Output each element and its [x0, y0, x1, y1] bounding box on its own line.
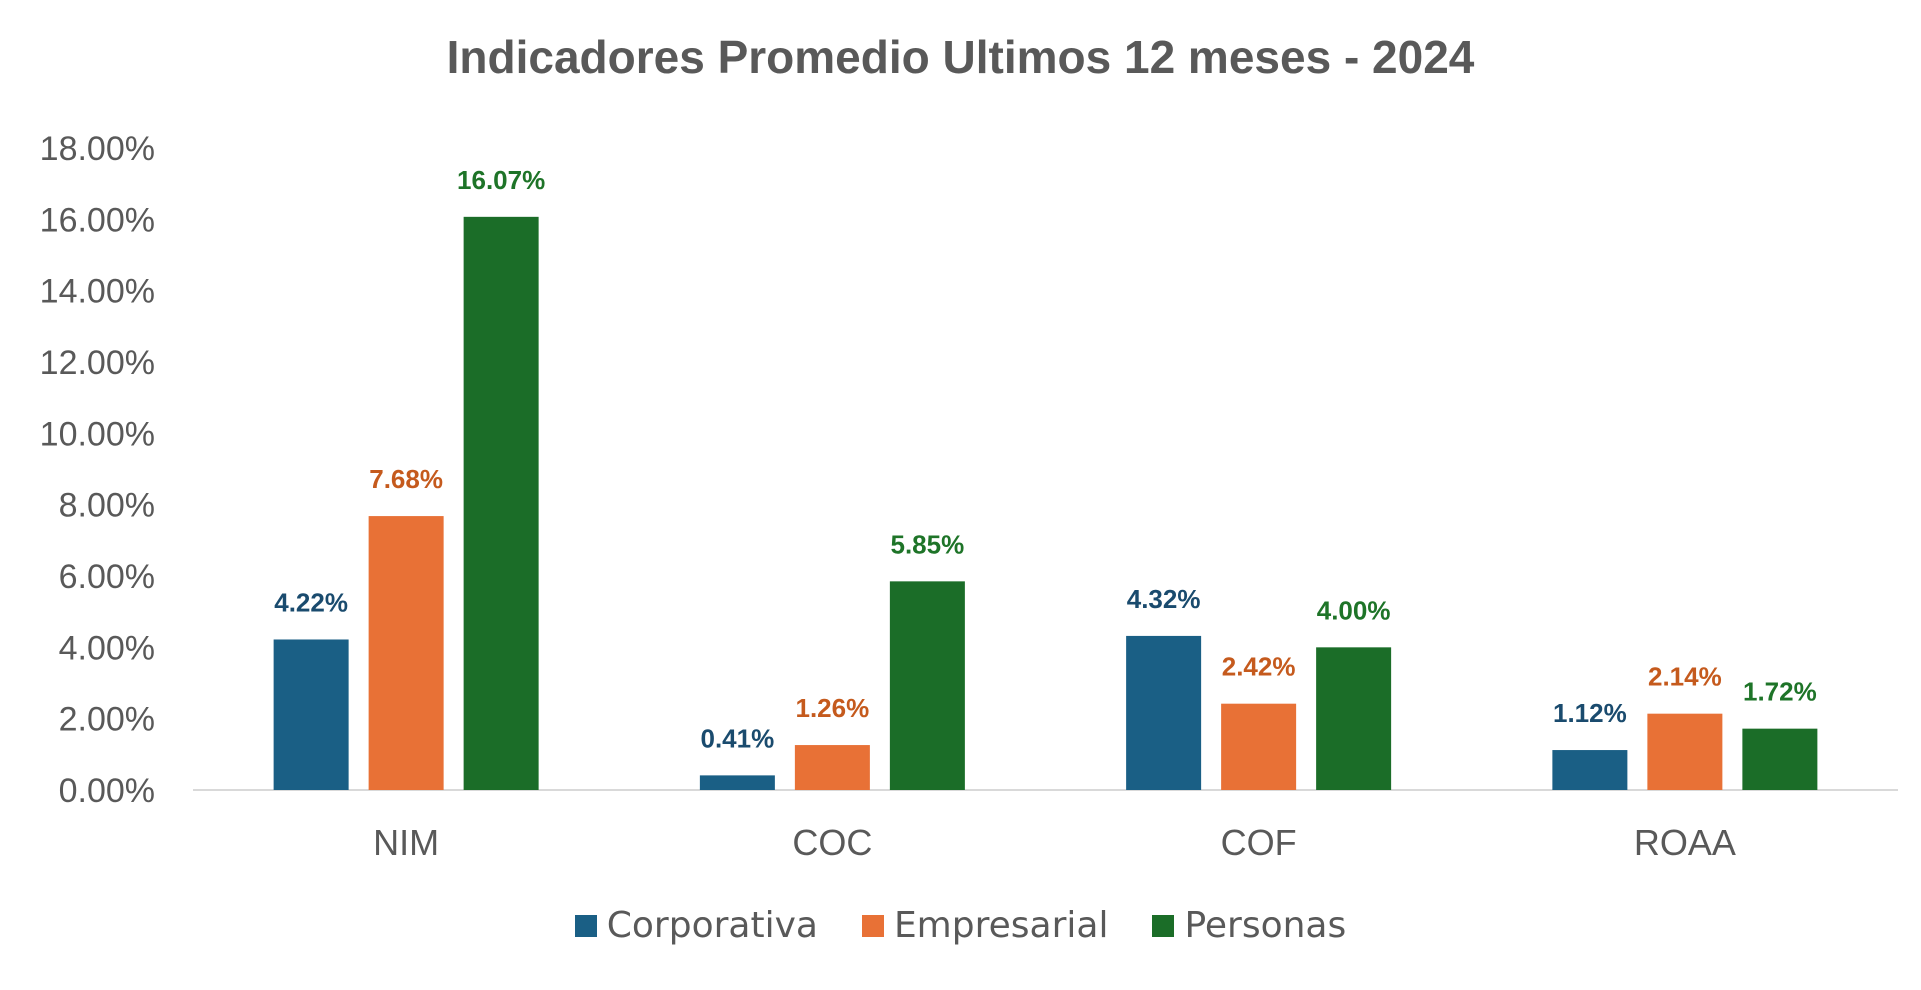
data-label: 1.12% [1553, 698, 1627, 728]
data-label: 2.14% [1648, 662, 1722, 692]
y-tick-label: 4.00% [59, 629, 155, 667]
bar [1126, 635, 1202, 790]
y-tick-label: 16.00% [40, 201, 155, 239]
bar [889, 581, 965, 790]
data-label: 1.72% [1743, 677, 1817, 707]
y-tick-label: 14.00% [40, 273, 155, 311]
y-tick-label: 8.00% [59, 487, 155, 525]
data-label: 4.32% [1127, 584, 1201, 614]
y-tick-label: 0.00% [59, 772, 155, 810]
bar [1221, 703, 1297, 790]
legend-swatch [574, 914, 597, 937]
data-label: 1.26% [796, 693, 870, 723]
bar [1316, 647, 1392, 790]
data-label: 16.07% [457, 165, 545, 195]
legend-swatch [861, 914, 884, 937]
x-tick-label: NIM [373, 822, 439, 863]
x-tick-label: COC [792, 822, 872, 863]
chart-title: Indicadores Promedio Ultimos 12 meses - … [446, 31, 1475, 83]
y-tick-label: 12.00% [40, 344, 155, 382]
bar [463, 216, 539, 790]
bar [1742, 728, 1818, 790]
bar [368, 516, 444, 790]
bar [273, 639, 349, 790]
y-tick-label: 6.00% [59, 558, 155, 596]
legend-swatch [1152, 914, 1175, 937]
x-tick-label: ROAA [1634, 822, 1736, 863]
data-label: 2.42% [1222, 652, 1296, 682]
bar [699, 775, 775, 790]
bar [1552, 750, 1628, 790]
legend-label: Empresarial [893, 905, 1109, 946]
legend-item: Corporativa [574, 905, 818, 946]
x-tick-label: COF [1221, 822, 1297, 863]
legend-item: Empresarial [861, 905, 1109, 946]
y-tick-label: 10.00% [40, 415, 155, 453]
legend: Corporativa Empresarial Personas [0, 905, 1921, 946]
data-label: 4.22% [274, 587, 348, 617]
y-tick-label: 2.00% [59, 701, 155, 739]
y-tick-label: 18.00% [40, 130, 155, 168]
legend-label: Corporativa [606, 905, 818, 946]
data-label: 4.00% [1317, 595, 1391, 625]
bar [1647, 713, 1723, 790]
data-label: 7.68% [369, 464, 443, 494]
legend-item: Personas [1152, 905, 1346, 946]
bar [794, 745, 870, 790]
legend-label: Personas [1184, 905, 1347, 946]
data-label: 5.85% [891, 529, 965, 559]
data-label: 0.41% [701, 723, 775, 753]
